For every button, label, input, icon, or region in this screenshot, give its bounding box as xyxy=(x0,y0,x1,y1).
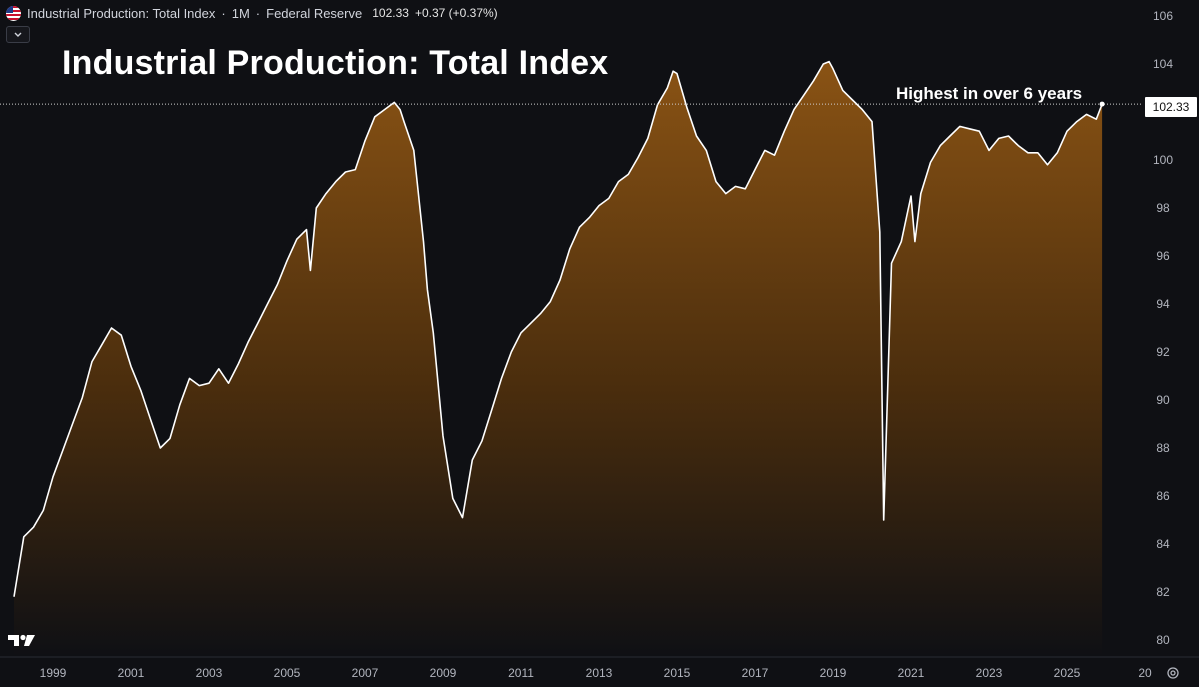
chevron-down-icon xyxy=(14,32,22,37)
source-label: Federal Reserve xyxy=(266,5,363,21)
x-tick-label: 2019 xyxy=(820,666,847,680)
x-tick-label: 2025 xyxy=(1054,666,1081,680)
y-tick-label: 82 xyxy=(1156,585,1170,599)
y-tick-label: 84 xyxy=(1156,537,1170,551)
last-price-badge: 102.33 xyxy=(1145,97,1197,117)
x-tick-label: 2023 xyxy=(976,666,1003,680)
y-tick-label: 90 xyxy=(1156,393,1170,407)
y-tick-label: 94 xyxy=(1156,297,1170,311)
y-tick-label: 98 xyxy=(1156,201,1170,215)
y-tick-label: 100 xyxy=(1153,153,1173,167)
chart-title: Industrial Production: Total Index xyxy=(62,44,609,82)
price-change: +0.37 (+0.37%) xyxy=(414,6,498,20)
y-tick-label: 92 xyxy=(1156,345,1170,359)
x-tick-label: 2011 xyxy=(508,666,534,680)
x-tick-label: 2007 xyxy=(352,666,379,680)
interval-label[interactable]: 1M xyxy=(231,5,250,21)
symbol-header: Industrial Production: Total Index · 1M … xyxy=(6,4,498,22)
header-separator: · xyxy=(255,5,261,21)
y-tick-label: 80 xyxy=(1156,633,1170,647)
x-tick-label: 2003 xyxy=(196,666,223,680)
y-tick-label: 96 xyxy=(1156,249,1170,263)
x-tick-label: 20 xyxy=(1138,666,1152,680)
plot-area xyxy=(0,60,1141,657)
collapse-legend-button[interactable] xyxy=(6,26,30,43)
gear-icon xyxy=(1167,667,1179,679)
us-flag-icon xyxy=(6,5,21,21)
symbol-name[interactable]: Industrial Production: Total Index xyxy=(27,5,216,21)
axis-settings-button[interactable] xyxy=(1164,664,1182,682)
x-tick-label: 1999 xyxy=(40,666,67,680)
x-tick-label: 2013 xyxy=(586,666,613,680)
x-tick-label: 2021 xyxy=(898,666,925,680)
x-axis[interactable]: 1999 2001 2003 2005 2007 2009 2011 2013 2015 2017… xyxy=(40,666,1152,680)
x-tick-label: 2005 xyxy=(274,666,301,680)
y-tick-label: 86 xyxy=(1156,489,1170,503)
x-tick-label: 2015 xyxy=(664,666,691,680)
y-tick-label: 104 xyxy=(1153,57,1173,71)
last-value-dot xyxy=(1099,101,1105,107)
x-tick-label: 2001 xyxy=(118,666,145,680)
series-line xyxy=(13,60,1103,597)
tradingview-logo-icon[interactable] xyxy=(8,632,36,653)
series-area-fill xyxy=(14,61,1103,657)
chart-annotation: Highest in over 6 years xyxy=(896,84,1083,103)
x-tick-label: 2009 xyxy=(430,666,457,680)
x-tick-label: 2017 xyxy=(742,666,769,680)
last-price: 102.33 xyxy=(372,6,409,20)
y-tick-label: 88 xyxy=(1156,441,1170,455)
header-separator: · xyxy=(221,5,226,21)
y-tick-label: 106 xyxy=(1153,9,1173,23)
